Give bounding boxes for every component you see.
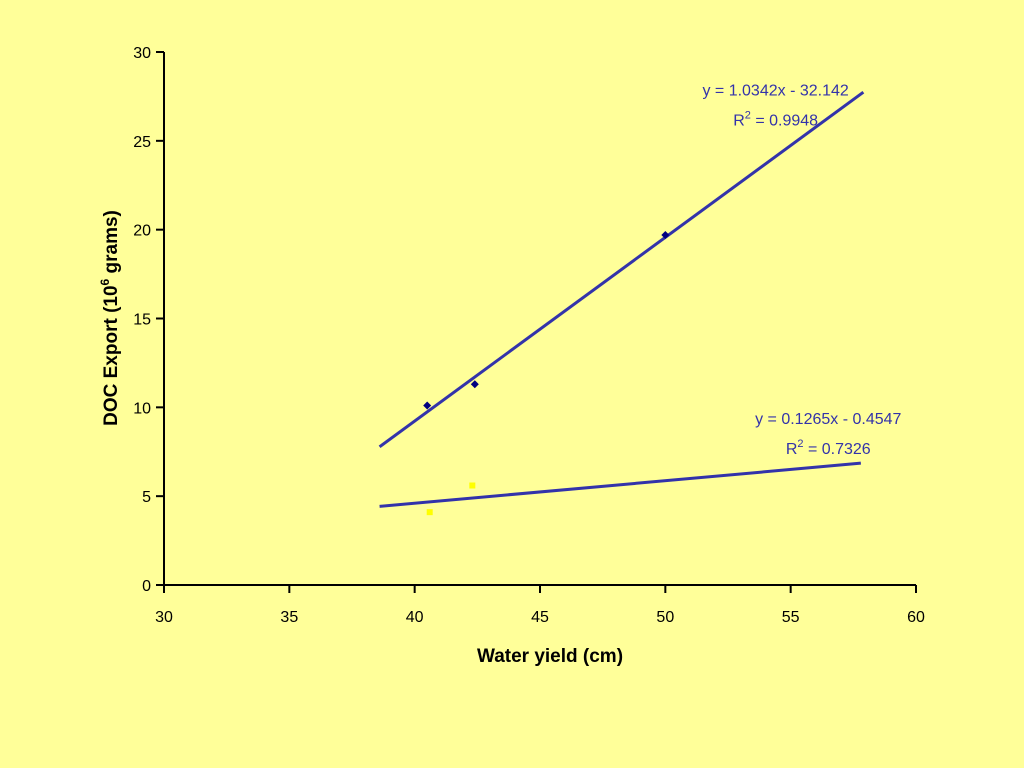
y-axis-title-suffix: grams): [101, 210, 122, 279]
y-tick-label: 10: [133, 400, 151, 417]
axes: 0 5 10 15 20 25 30 30 35 40 45 50 55 60: [133, 45, 925, 626]
y-tick-label: 5: [142, 489, 151, 506]
x-tick-label: 60: [907, 609, 925, 626]
data-point: [661, 230, 670, 239]
trendline-2: [379, 461, 861, 508]
r-squared-label: R2 = 0.9948: [733, 109, 818, 129]
trendline-equation: y = 1.0342x - 32.142: [702, 82, 848, 99]
x-tick-label: 30: [155, 609, 173, 626]
x-tick-label: 50: [656, 609, 674, 626]
r-squared-prefix: R: [786, 441, 798, 458]
r-squared-value: = 0.7326: [804, 441, 871, 458]
data-point: [470, 380, 479, 389]
y-tick-label: 15: [133, 312, 151, 329]
y-axis-title-prefix: DOC Export (10: [101, 285, 122, 425]
data-point: [426, 509, 433, 516]
y-tick-label: 30: [133, 45, 151, 62]
r-squared-exponent: 2: [745, 109, 751, 121]
data-points: [423, 230, 670, 516]
trendline-1: [378, 90, 865, 449]
x-axis-title: Water yield (cm): [477, 646, 623, 667]
y-axis-title: DOC Export (106 grams): [98, 210, 122, 426]
trendline-equation: y = 0.1265x - 0.4547: [755, 411, 901, 428]
y-tick-label: 25: [133, 134, 151, 151]
r-squared-exponent: 2: [797, 438, 803, 450]
y-axis-title-exponent: 6: [98, 278, 112, 285]
data-point: [423, 401, 432, 410]
trendlines: [378, 90, 865, 508]
r-squared-prefix: R: [733, 112, 745, 129]
y-tick-label: 20: [133, 223, 151, 240]
x-tick-label: 40: [406, 609, 424, 626]
x-tick-label: 55: [782, 609, 800, 626]
r-squared-label: R2 = 0.7326: [786, 438, 871, 458]
y-tick-label: 0: [142, 578, 151, 595]
r-squared-value: = 0.9948: [751, 112, 818, 129]
x-tick-label: 45: [531, 609, 549, 626]
data-point: [469, 482, 476, 489]
x-tick-label: 35: [280, 609, 298, 626]
